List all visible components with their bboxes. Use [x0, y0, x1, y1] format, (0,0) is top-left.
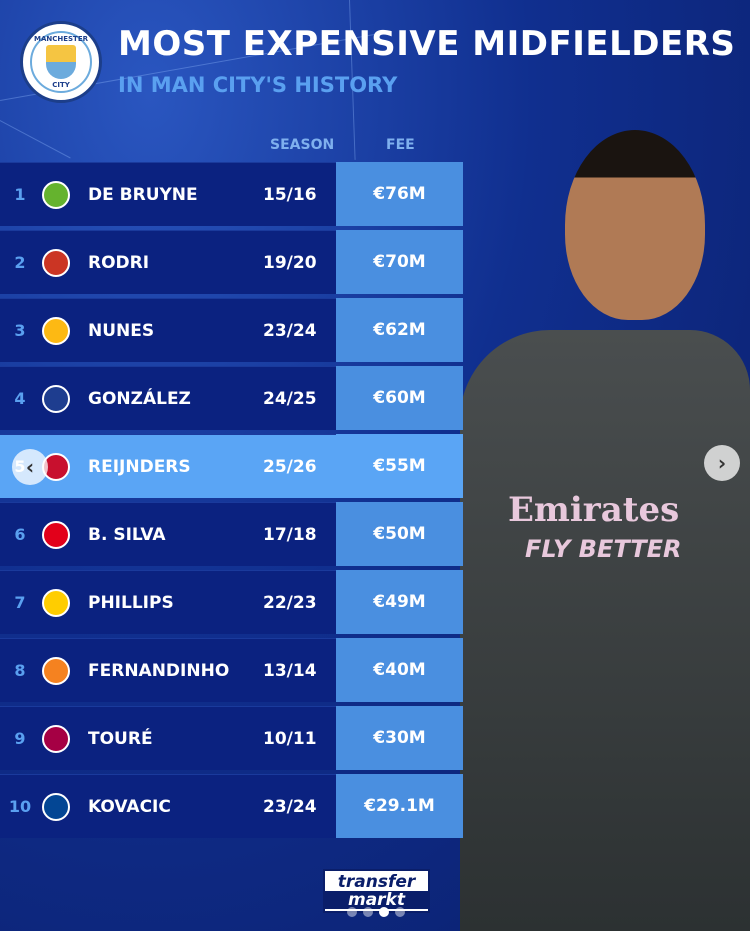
logo-text-bottom: CITY — [52, 81, 70, 89]
season: 23/24 — [263, 796, 317, 817]
jersey-sponsor: Emirates — [508, 490, 680, 530]
bg-line — [0, 120, 71, 159]
fee: €29.1M — [336, 774, 463, 838]
column-header-season: SEASON — [270, 137, 335, 153]
rank: 9 — [14, 729, 26, 748]
club-crest-icon — [42, 180, 70, 209]
player-name: DE BRUYNE — [88, 184, 198, 205]
logo-shield — [46, 45, 76, 79]
season: 23/24 — [263, 320, 317, 341]
fee: €70M — [336, 230, 463, 294]
fee: €40M — [336, 638, 463, 702]
carousel-next-button[interactable]: › — [704, 445, 740, 481]
jersey-slogan: FLY BETTER — [525, 535, 682, 563]
chevron-right-icon: › — [717, 451, 727, 475]
season: 15/16 — [263, 184, 317, 205]
chevron-left-icon: ‹ — [25, 455, 35, 479]
club-crest-icon — [42, 588, 70, 617]
row-main: 6 B. SILVA 17/18 — [0, 502, 336, 566]
fee: €62M — [336, 298, 463, 362]
season: 10/11 — [263, 728, 317, 749]
season: 17/18 — [263, 524, 317, 545]
club-crest-icon — [42, 724, 70, 753]
carousel-prev-button[interactable]: ‹ — [12, 449, 48, 485]
player-name: KOVACIC — [88, 796, 171, 817]
table-row: 5 REIJNDERS 25/26 €55M — [0, 434, 463, 498]
rank: 10 — [8, 797, 32, 816]
table-row: 6 B. SILVA 17/18 €50M — [0, 502, 463, 566]
fee: €49M — [336, 570, 463, 634]
player-photo: Emirates FLY BETTER — [430, 120, 750, 931]
club-crest-icon — [42, 384, 70, 413]
season: 19/20 — [263, 252, 317, 273]
player-name: TOURÉ — [88, 728, 153, 749]
season: 24/25 — [263, 388, 317, 409]
player-name: PHILLIPS — [88, 592, 174, 613]
club-crest-icon — [42, 520, 70, 549]
table-row: 10 KOVACIC 23/24 €29.1M — [0, 774, 463, 838]
player-name: GONZÁLEZ — [88, 388, 191, 409]
season: 13/14 — [263, 660, 317, 681]
player-name: FERNANDINHO — [88, 660, 230, 681]
row-main: 3 NUNES 23/24 — [0, 298, 336, 362]
rank: 7 — [14, 593, 26, 612]
man-city-logo: MANCHESTER CITY — [20, 21, 102, 103]
rank: 4 — [14, 389, 26, 408]
page-title: MOST EXPENSIVE MIDFIELDERS — [118, 24, 736, 64]
rank: 3 — [14, 321, 26, 340]
rank: 6 — [14, 525, 26, 544]
carousel-dot[interactable] — [347, 907, 357, 917]
rank: 2 — [14, 253, 26, 272]
row-main: 7 PHILLIPS 22/23 — [0, 570, 336, 634]
table-row: 8 FERNANDINHO 13/14 €40M — [0, 638, 463, 702]
row-main: 1 DE BRUYNE 15/16 — [0, 162, 336, 226]
table-row: 1 DE BRUYNE 15/16 €76M — [0, 162, 463, 226]
fee: €55M — [336, 434, 463, 498]
brand-line2: markt — [325, 891, 428, 909]
rank: 1 — [14, 185, 26, 204]
player-name: REIJNDERS — [88, 456, 191, 477]
table-row: 2 RODRI 19/20 €70M — [0, 230, 463, 294]
row-main: 8 FERNANDINHO 13/14 — [0, 638, 336, 702]
brand-line1: transfer — [337, 872, 416, 892]
logo-text-top: MANCHESTER — [33, 35, 88, 43]
season: 25/26 — [263, 456, 317, 477]
page-subtitle: IN MAN CITY'S HISTORY — [118, 73, 398, 97]
season: 22/23 — [263, 592, 317, 613]
fee: €60M — [336, 366, 463, 430]
player-name: RODRI — [88, 252, 150, 273]
carousel-dot[interactable] — [379, 907, 389, 917]
club-crest-icon — [42, 792, 70, 821]
rank: 8 — [14, 661, 26, 680]
fee: €30M — [336, 706, 463, 770]
player-jersey — [460, 330, 750, 931]
carousel-indicator — [347, 907, 405, 917]
player-name: NUNES — [88, 320, 155, 341]
row-main: 5 REIJNDERS 25/26 — [0, 434, 336, 498]
player-name: B. SILVA — [88, 524, 166, 545]
club-crest-icon — [42, 316, 70, 345]
fee: €76M — [336, 162, 463, 226]
column-header-fee: FEE — [386, 137, 415, 153]
fee: €50M — [336, 502, 463, 566]
table-row: 3 NUNES 23/24 €62M — [0, 298, 463, 362]
row-main: 2 RODRI 19/20 — [0, 230, 336, 294]
player-head — [565, 130, 705, 320]
row-main: 9 TOURÉ 10/11 — [0, 706, 336, 770]
row-main: 10 KOVACIC 23/24 — [0, 774, 336, 838]
carousel-dot[interactable] — [395, 907, 405, 917]
club-crest-icon — [42, 248, 70, 277]
row-main: 4 GONZÁLEZ 24/25 — [0, 366, 336, 430]
carousel-dot[interactable] — [363, 907, 373, 917]
table-row: 7 PHILLIPS 22/23 €49M — [0, 570, 463, 634]
transfermarkt-logo: transfer markt — [323, 869, 430, 913]
table-row: 4 GONZÁLEZ 24/25 €60M — [0, 366, 463, 430]
club-crest-icon — [42, 656, 70, 685]
table-row: 9 TOURÉ 10/11 €30M — [0, 706, 463, 770]
